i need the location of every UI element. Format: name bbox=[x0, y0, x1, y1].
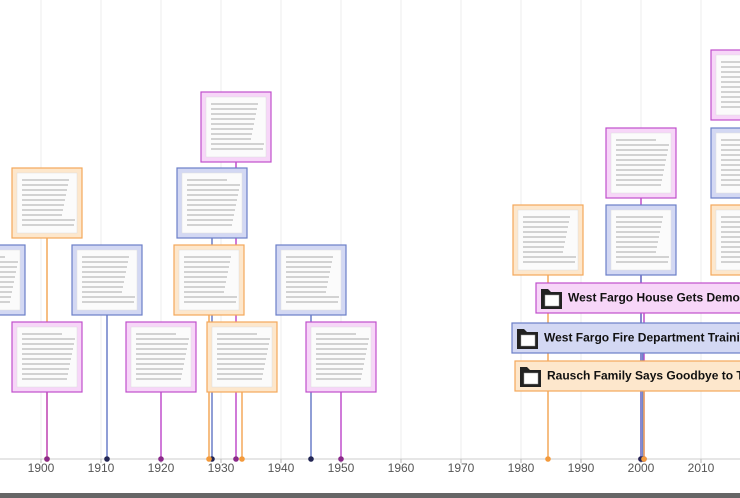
tick-label: 1910 bbox=[88, 461, 115, 475]
document-thumbnail bbox=[310, 326, 372, 388]
event-title[interactable]: Rausch Family Says Goodbye to Their H bbox=[547, 369, 740, 383]
tick-label: 1920 bbox=[148, 461, 175, 475]
document-thumbnail bbox=[16, 326, 78, 388]
folder-page bbox=[523, 372, 539, 385]
document-thumbnail bbox=[16, 172, 78, 234]
event-dot bbox=[338, 456, 344, 462]
document-thumbnail bbox=[280, 249, 342, 311]
event-dot bbox=[206, 456, 212, 462]
tick-label: 1950 bbox=[328, 461, 355, 475]
document-thumbnail bbox=[0, 249, 21, 311]
event-dot bbox=[545, 456, 551, 462]
scrollbar[interactable] bbox=[0, 493, 740, 498]
tick-label: 1940 bbox=[268, 461, 295, 475]
tick-label: 1930 bbox=[208, 461, 235, 475]
folder-page bbox=[544, 294, 560, 307]
tick-label: 1970 bbox=[448, 461, 475, 475]
document-thumbnail bbox=[130, 326, 192, 388]
event-banner[interactable] bbox=[535, 282, 740, 314]
document-thumbnail bbox=[715, 209, 740, 271]
document-thumbnail bbox=[211, 326, 273, 388]
document-thumbnail bbox=[76, 249, 138, 311]
document-thumbnail bbox=[517, 209, 579, 271]
folder-page bbox=[520, 334, 536, 347]
tick-label: 1960 bbox=[388, 461, 415, 475]
event-title[interactable]: West Fargo Fire Department Training P bbox=[544, 331, 740, 345]
document-thumbnail bbox=[610, 132, 672, 194]
event-dot bbox=[308, 456, 314, 462]
event-dot bbox=[44, 456, 50, 462]
event-dot bbox=[104, 456, 110, 462]
document-thumbnail bbox=[178, 249, 240, 311]
event-dot bbox=[158, 456, 164, 462]
event-dot bbox=[641, 456, 647, 462]
event-banner[interactable] bbox=[514, 360, 740, 392]
tick-label: 2000 bbox=[628, 461, 655, 475]
event-dot bbox=[233, 456, 239, 462]
tick-label: 1900 bbox=[28, 461, 55, 475]
tick-label: 1980 bbox=[508, 461, 535, 475]
event-dot bbox=[239, 456, 245, 462]
document-thumbnail bbox=[715, 132, 740, 194]
document-thumbnail bbox=[181, 172, 243, 234]
document-thumbnail bbox=[610, 209, 672, 271]
document-thumbnail bbox=[205, 96, 267, 158]
tick-label: 2010 bbox=[688, 461, 715, 475]
event-banner[interactable] bbox=[511, 322, 740, 354]
tick-label: 1990 bbox=[568, 461, 595, 475]
document-thumbnail bbox=[715, 54, 740, 116]
event-title[interactable]: West Fargo House Gets Demolishe bbox=[568, 291, 740, 305]
